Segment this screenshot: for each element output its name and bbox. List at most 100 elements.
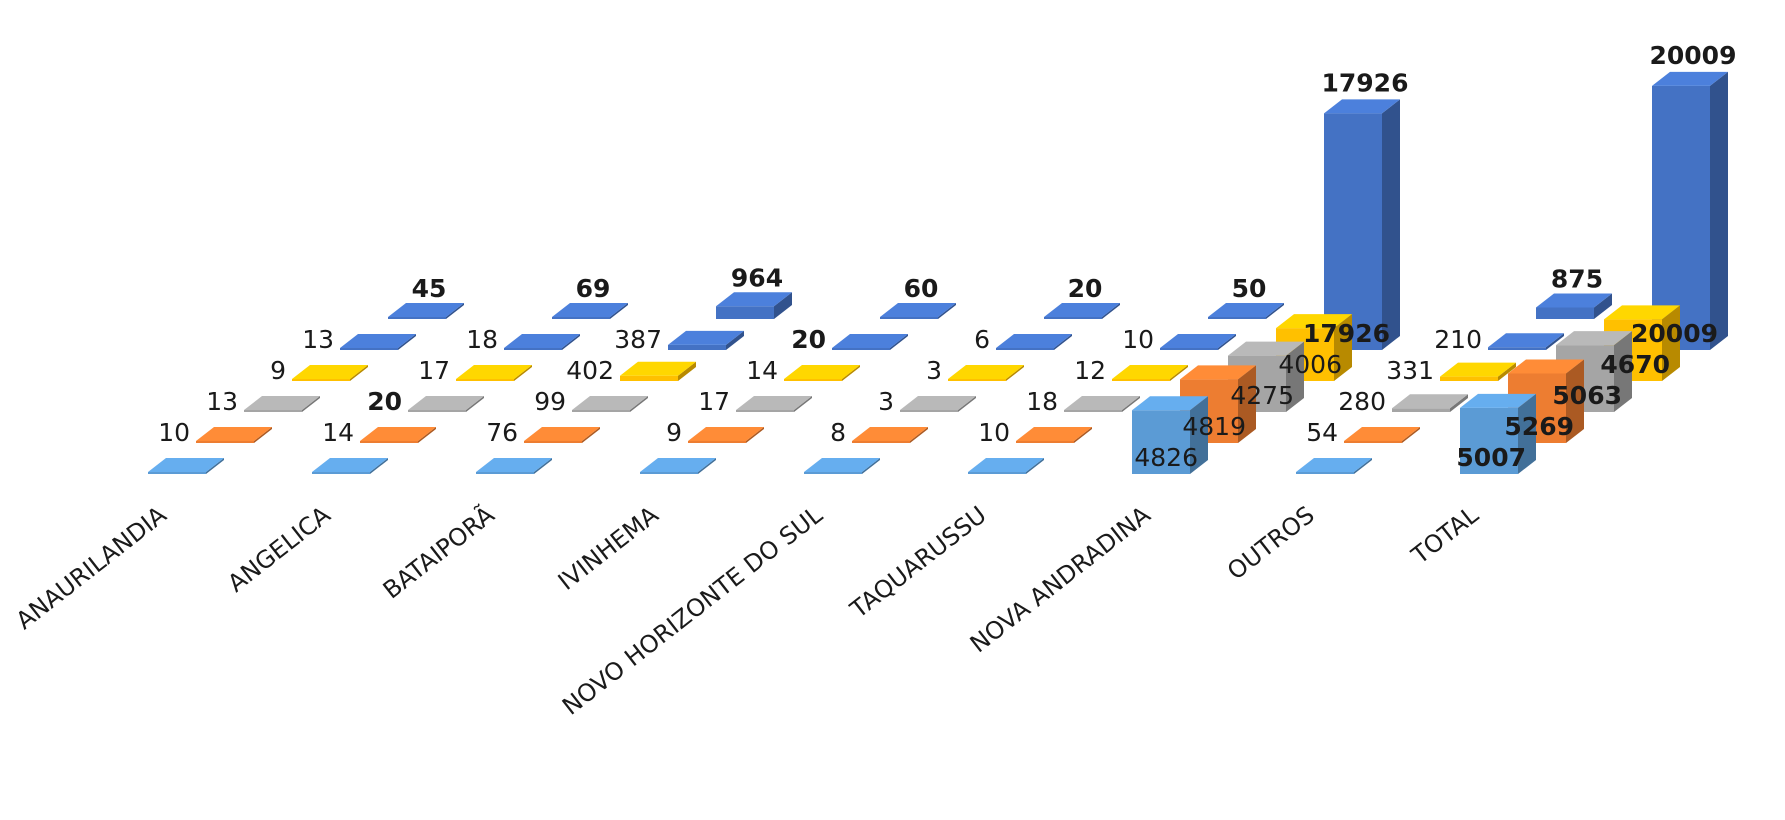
bar-r1-3-side: [746, 427, 764, 443]
bar-r5-5-top: [1208, 303, 1284, 317]
bar-r0-8-front: [1460, 407, 1518, 474]
bar-r0-2-top: [476, 458, 552, 472]
data-label-r3-1: 17: [418, 356, 450, 385]
bar-r2-7-front: [1392, 408, 1450, 412]
category-label: OUTROS: [1222, 501, 1320, 586]
bar-r0-0: [148, 458, 224, 474]
data-label-r1-8: 5269: [1504, 412, 1574, 441]
data-label-r4-1: 18: [466, 325, 498, 354]
bar-r3-4: [948, 365, 1024, 381]
bar-r0-1-front: [312, 472, 370, 474]
big-bar-label-6: 17926: [1322, 68, 1409, 97]
bar-r3-0-front: [292, 379, 350, 381]
bar-r4-5-top: [1160, 334, 1236, 348]
bar-r2-4: [900, 396, 976, 412]
bar-r5-3: [880, 303, 956, 319]
data-label-r2-3: 17: [698, 387, 730, 416]
data-label-r4-3: 20: [791, 325, 826, 354]
bar-r1-5-front: [1016, 441, 1074, 443]
data-label-r3-2: 402: [566, 356, 614, 385]
bar-r5-3-side: [938, 303, 956, 319]
bar-r3-1-front: [456, 379, 514, 381]
big-bar-label-8: 20009: [1650, 41, 1737, 70]
data-label-r5-1: 69: [576, 274, 611, 303]
bar-r4-6-front: [1324, 113, 1382, 350]
bar-r0-7-side: [1354, 458, 1372, 474]
bar-r0-8-top: [1460, 393, 1536, 408]
bar-r2-0-top: [244, 396, 320, 410]
bar-r1-1: [360, 427, 436, 443]
bar-r1-2: [524, 427, 600, 443]
data-label-r5-3: 60: [904, 274, 939, 303]
bar-r4-0-top: [340, 334, 416, 348]
bar-r1-6: [1180, 365, 1256, 443]
bar-r2-4-side: [958, 396, 976, 412]
bar-r1-0-front: [196, 441, 254, 443]
data-labels-layer: 4826 5007 10 14 76 9 8 10 4819 54 5269 13 20 99 17 3 18 4…: [158, 41, 1736, 472]
bar-r1-4-front: [852, 441, 910, 443]
data-label-r2-2: 99: [534, 387, 566, 416]
bar-r0-2: [476, 458, 552, 474]
bar-r2-4-top: [900, 396, 976, 410]
bar-r3-5: [1112, 365, 1188, 381]
data-label-r1-4: 8: [830, 418, 846, 447]
bar-r1-8-top: [1508, 359, 1584, 374]
bar-r4-1-top: [504, 334, 580, 348]
bar-r5-0: [388, 303, 464, 319]
bar-r0-4: [804, 458, 880, 474]
bar-r5-4: [1044, 303, 1120, 319]
bar-r1-1-front: [360, 441, 418, 443]
bar-r2-7-side: [1450, 394, 1468, 412]
bar-r0-3-front: [640, 472, 698, 474]
bar-r5-2: [716, 292, 792, 319]
data-label-r4-6: 17926: [1303, 319, 1390, 348]
bar-r5-2-side: [774, 292, 792, 319]
bar-r3-8-side: [1662, 305, 1680, 381]
bar-r5-1-top: [552, 303, 628, 317]
bar-r3-7-side: [1498, 362, 1516, 381]
bar-r3-6-top: [1276, 314, 1352, 329]
bar-r5-4-side: [1102, 303, 1120, 319]
bar-r4-3: [832, 334, 908, 350]
bar-r0-4-side: [862, 458, 880, 474]
data-label-r2-7: 280: [1338, 387, 1386, 416]
data-label-r4-5: 10: [1122, 325, 1154, 354]
bar-r5-3-front: [880, 317, 938, 319]
bar-r1-5: [1016, 427, 1092, 443]
bar-r4-4-top: [996, 334, 1072, 348]
bar-r4-8-top: [1652, 71, 1728, 86]
bar-r3-5-front: [1112, 379, 1170, 381]
bar-r4-7-front: [1488, 347, 1546, 350]
bar-r4-2-side: [726, 330, 744, 350]
bar-r1-3-top: [688, 427, 764, 441]
bar-r3-8-top: [1604, 305, 1680, 320]
bar-r4-4-side: [1054, 334, 1072, 350]
bar-r4-7-side: [1546, 333, 1564, 350]
data-label-r5-2: 964: [731, 263, 783, 292]
category-label: ANGELICA: [223, 500, 337, 597]
bar-r1-6-top: [1180, 365, 1256, 380]
bar-r2-1-front: [408, 410, 466, 412]
bar-r0-3-side: [698, 458, 716, 474]
bar-r4-1-front: [504, 348, 562, 350]
bar-r0-4-top: [804, 458, 880, 472]
data-label-r3-8: 4670: [1600, 350, 1670, 379]
bar-r2-5-top: [1064, 396, 1140, 410]
bar-r1-0-side: [254, 427, 272, 443]
bar-r0-8-side: [1518, 393, 1536, 474]
bar-r4-6-side: [1382, 99, 1400, 350]
category-label: TAQUARUSSU: [844, 501, 991, 625]
bar-r3-5-top: [1112, 365, 1188, 379]
bar-r2-0: [244, 396, 320, 412]
bar-r0-6: [1132, 396, 1208, 474]
bar-r2-1: [408, 396, 484, 412]
data-label-r3-7: 331: [1386, 356, 1434, 385]
bar-r5-0-top: [388, 303, 464, 317]
data-label-r4-8: 20009: [1631, 319, 1718, 348]
bar-r5-5-front: [1208, 317, 1266, 319]
data-label-r5-0: 45: [412, 274, 447, 303]
bar-r2-4-front: [900, 410, 958, 412]
bar-r2-3-side: [794, 396, 812, 412]
bar-r1-6-side: [1238, 365, 1256, 443]
bar-r0-2-front: [476, 472, 534, 474]
